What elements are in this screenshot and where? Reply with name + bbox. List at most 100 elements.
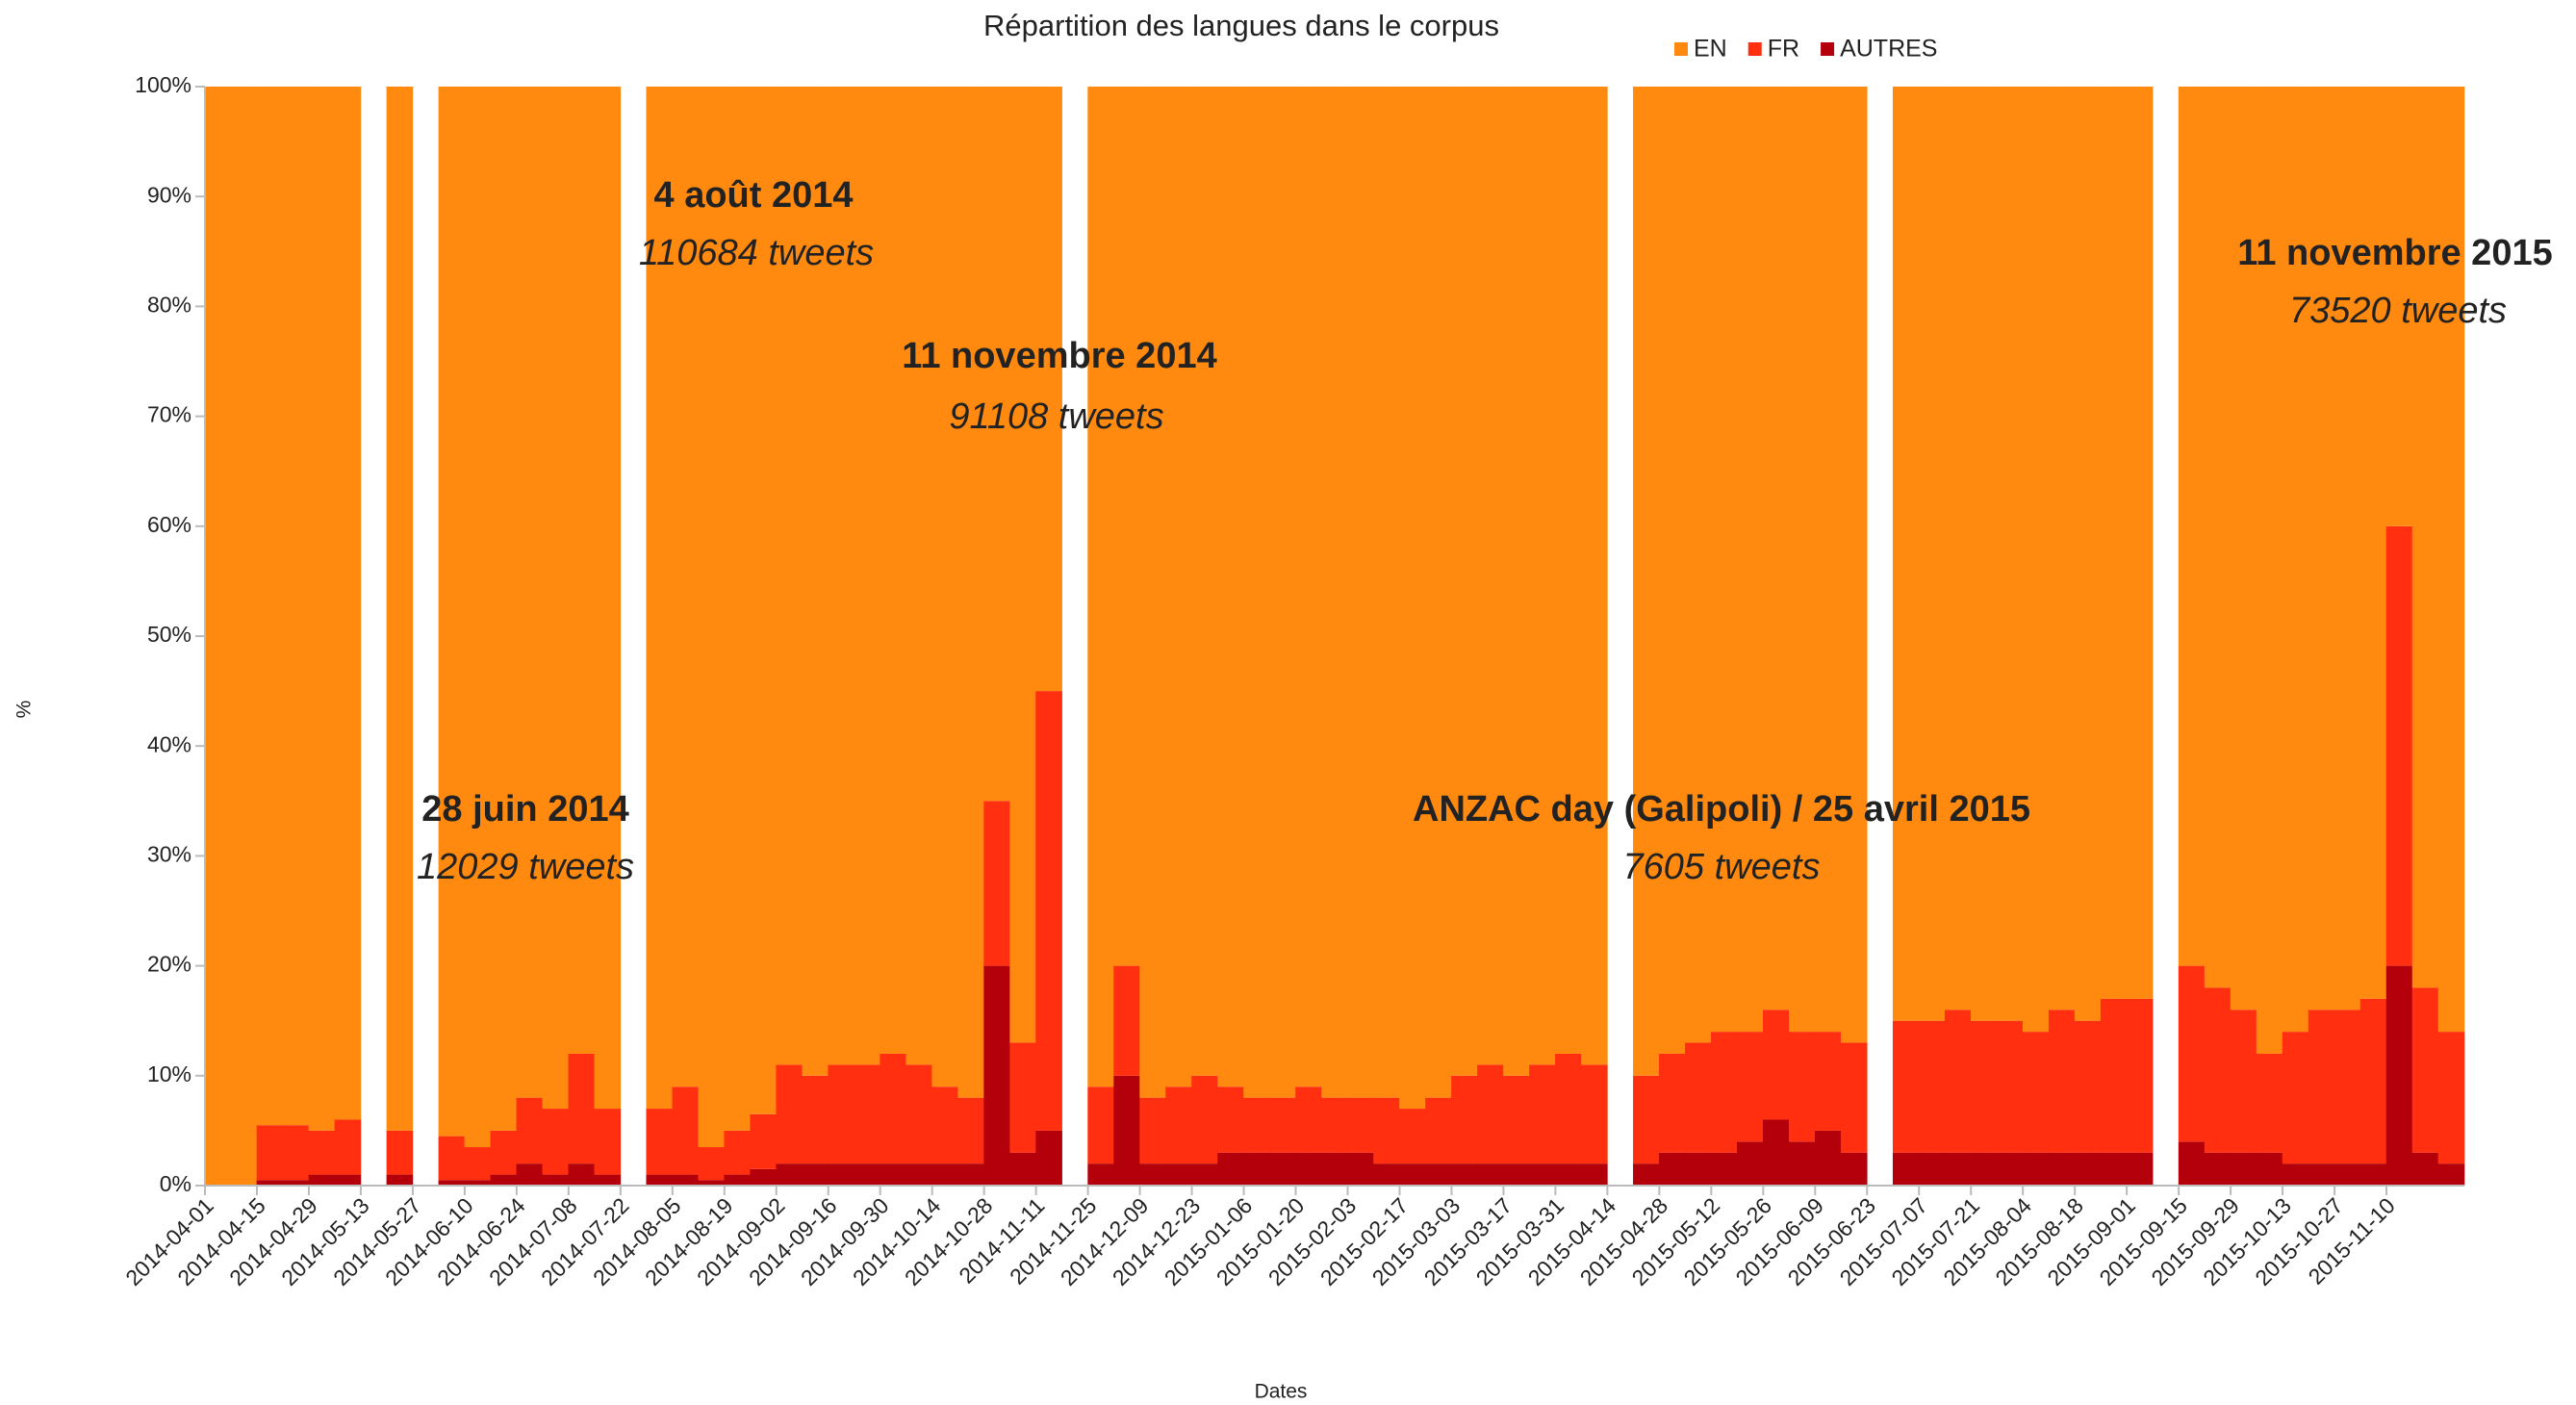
area-segment <box>2048 1009 2076 1153</box>
area-segment <box>1139 87 1166 1098</box>
area-segment <box>2100 998 2128 1153</box>
area-segment <box>802 87 829 1076</box>
annotation-text: 12029 tweets <box>417 847 634 887</box>
area-segment <box>1763 87 1790 1010</box>
area-segment <box>1373 87 1400 1098</box>
area-segment <box>1399 1109 1426 1164</box>
area-segment <box>957 87 984 1098</box>
annotation-text: 7605 tweets <box>1623 847 1821 887</box>
area-segment <box>1711 1152 1738 1186</box>
area-segment <box>1633 1075 1660 1164</box>
area-segment <box>750 1113 778 1169</box>
area-segment <box>1555 1163 1582 1186</box>
area-segment <box>931 1086 958 1164</box>
area-segment <box>828 1064 855 1164</box>
area-segment <box>1918 1152 1946 1186</box>
area-segment <box>646 1174 674 1186</box>
area-segment <box>1944 87 1972 1010</box>
area-segment <box>1087 1086 1114 1164</box>
area-segment <box>1399 1163 1426 1186</box>
y-tick-label: 40% <box>147 731 191 756</box>
area-segment <box>672 1174 700 1186</box>
area-segment <box>1191 87 1218 1076</box>
area-segment <box>854 87 881 1065</box>
area-segment <box>750 87 778 1114</box>
area-segment <box>1763 1119 1790 1186</box>
area-segment <box>2178 1141 2206 1186</box>
area-segment <box>1191 1163 1218 1186</box>
area-segment <box>2308 1009 2335 1164</box>
area-segment <box>1347 1152 1374 1186</box>
y-tick-label: 10% <box>147 1061 191 1086</box>
area-segment <box>1737 87 1764 1033</box>
area-segment <box>854 1163 881 1186</box>
area-segment <box>1243 87 1270 1098</box>
area-segment <box>905 87 932 1065</box>
area-segment <box>1009 1152 1036 1186</box>
area-segment <box>724 1130 752 1175</box>
area-segment <box>1451 1075 1478 1164</box>
area-segment <box>1295 1152 1322 1186</box>
area-segment <box>2437 1163 2465 1186</box>
area-segment <box>828 87 855 1065</box>
area-segment <box>1918 1020 1946 1153</box>
area-segment <box>2178 965 2206 1142</box>
area-segment <box>1269 1097 1296 1153</box>
area-segment <box>438 87 466 1137</box>
area-segment <box>1373 1163 1400 1186</box>
area-segment <box>1996 1020 2024 1153</box>
annotation-text: 73520 tweets <box>2289 291 2507 331</box>
area-segment <box>2178 87 2206 966</box>
area-segment <box>1321 1097 1348 1153</box>
y-tick-label: 70% <box>147 402 191 427</box>
area-segment <box>2256 87 2283 1054</box>
area-segment <box>1217 1086 1244 1153</box>
area-segment <box>1165 87 1192 1087</box>
area-segment <box>1788 87 1816 1033</box>
area-segment <box>2385 965 2413 1186</box>
area-segment <box>594 1174 622 1186</box>
area-segment <box>2437 1032 2465 1164</box>
area-segment <box>1840 1152 1868 1186</box>
legend-label: AUTRES <box>1840 36 1937 63</box>
area-segment <box>1477 1163 1504 1186</box>
area-segment <box>1009 87 1036 1043</box>
area-segment <box>1892 1020 1920 1153</box>
area-segment <box>880 1163 906 1186</box>
area-segment <box>2334 87 2361 1010</box>
area-segment <box>1944 1152 1972 1186</box>
area-segment <box>646 1109 674 1175</box>
area-segment <box>2126 998 2154 1153</box>
area-segment <box>1840 1042 1868 1153</box>
area-segment <box>2204 1152 2232 1186</box>
area-segment <box>2256 1053 2283 1153</box>
area-segment <box>2074 1152 2102 1186</box>
area-segment <box>1788 1032 1816 1142</box>
area-segment <box>828 1163 855 1186</box>
area-segment <box>1840 87 1868 1043</box>
area-segment <box>2074 1020 2102 1153</box>
area-segment <box>282 1125 310 1181</box>
area-segment <box>1685 87 1712 1043</box>
area-segment <box>1321 87 1348 1098</box>
area-segment <box>957 1097 984 1164</box>
area-segment <box>1113 965 1140 1076</box>
area-segment <box>334 87 362 1120</box>
area-segment <box>594 1109 622 1175</box>
area-segment <box>2204 987 2232 1153</box>
area-segment <box>1269 87 1296 1098</box>
area-segment <box>1087 1163 1114 1186</box>
area-segment <box>1503 1075 1530 1164</box>
y-tick-label: 80% <box>147 292 191 317</box>
area-segment <box>542 87 570 1110</box>
legend-swatch <box>1747 42 1762 56</box>
area-segment <box>490 1174 518 1186</box>
area-segment <box>1165 1086 1192 1164</box>
area-segment <box>802 1163 829 1186</box>
x-axis-title: Dates <box>1255 1381 1308 1403</box>
area-segment <box>1633 1163 1660 1186</box>
area-segment <box>1191 1075 1218 1164</box>
area-segment <box>1529 87 1556 1065</box>
chart-title: Répartition des langues dans le corpus <box>983 9 1499 42</box>
